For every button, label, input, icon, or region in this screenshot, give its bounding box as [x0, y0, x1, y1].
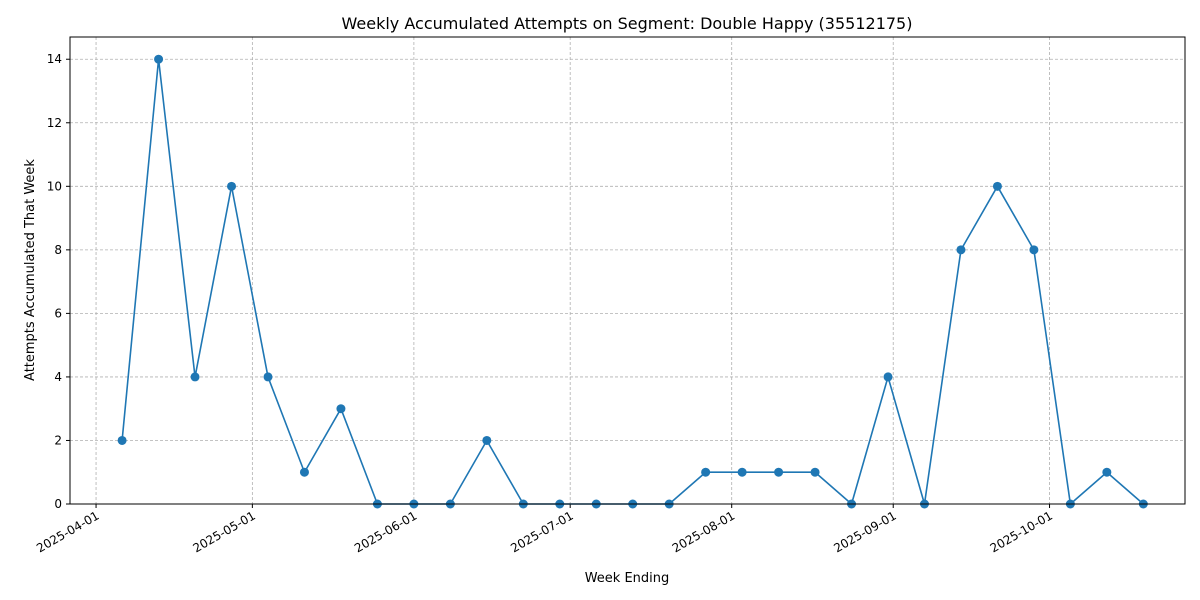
data-point — [883, 372, 893, 382]
y-axis-label: Attempts Accumulated That Week — [23, 159, 38, 381]
y-tick-label: 12 — [47, 116, 62, 130]
x-tick-label: 2025-05-01 — [190, 508, 257, 555]
x-axis-label: Week Ending — [585, 571, 670, 586]
x-tick-label: 2025-09-01 — [831, 508, 898, 555]
x-tick-label: 2025-07-01 — [508, 508, 575, 555]
data-point — [482, 435, 492, 445]
y-tick-label: 4 — [54, 370, 62, 384]
data-point — [774, 467, 784, 477]
y-tick-label: 14 — [47, 52, 62, 66]
x-axis: 2025-04-01 2025-05-01 2025-06-01 2025-07-01… — [34, 504, 1055, 555]
x-tick-label: 2025-10-01 — [988, 508, 1055, 555]
data-point — [117, 435, 127, 445]
data-point — [810, 467, 820, 477]
data-point — [737, 467, 747, 477]
plot-frame — [69, 36, 1186, 505]
y-tick-label: 6 — [54, 306, 62, 320]
y-tick-label: 8 — [54, 243, 62, 257]
data-point — [299, 467, 309, 477]
data-point — [227, 181, 237, 191]
data-point — [1029, 245, 1039, 255]
data-point — [1102, 467, 1112, 477]
x-tick-label: 2025-04-01 — [34, 508, 101, 555]
data-point — [701, 467, 711, 477]
y-tick-label: 10 — [47, 179, 62, 193]
data-point — [956, 245, 966, 255]
data-point — [263, 372, 273, 382]
data-point — [154, 54, 164, 64]
data-point — [190, 372, 200, 382]
y-tick-label: 0 — [54, 497, 62, 511]
chart-title: Weekly Accumulated Attempts on Segment: … — [342, 14, 913, 33]
data-point — [336, 404, 346, 414]
gridlines — [70, 37, 1185, 505]
y-tick-label: 2 — [54, 433, 62, 447]
x-tick-label: 2025-08-01 — [670, 508, 737, 555]
y-axis: 0 2 4 6 8 10 12 14 — [47, 52, 70, 511]
x-tick-label: 2025-06-01 — [352, 508, 419, 555]
series-line — [121, 58, 1144, 505]
data-point — [992, 181, 1002, 191]
